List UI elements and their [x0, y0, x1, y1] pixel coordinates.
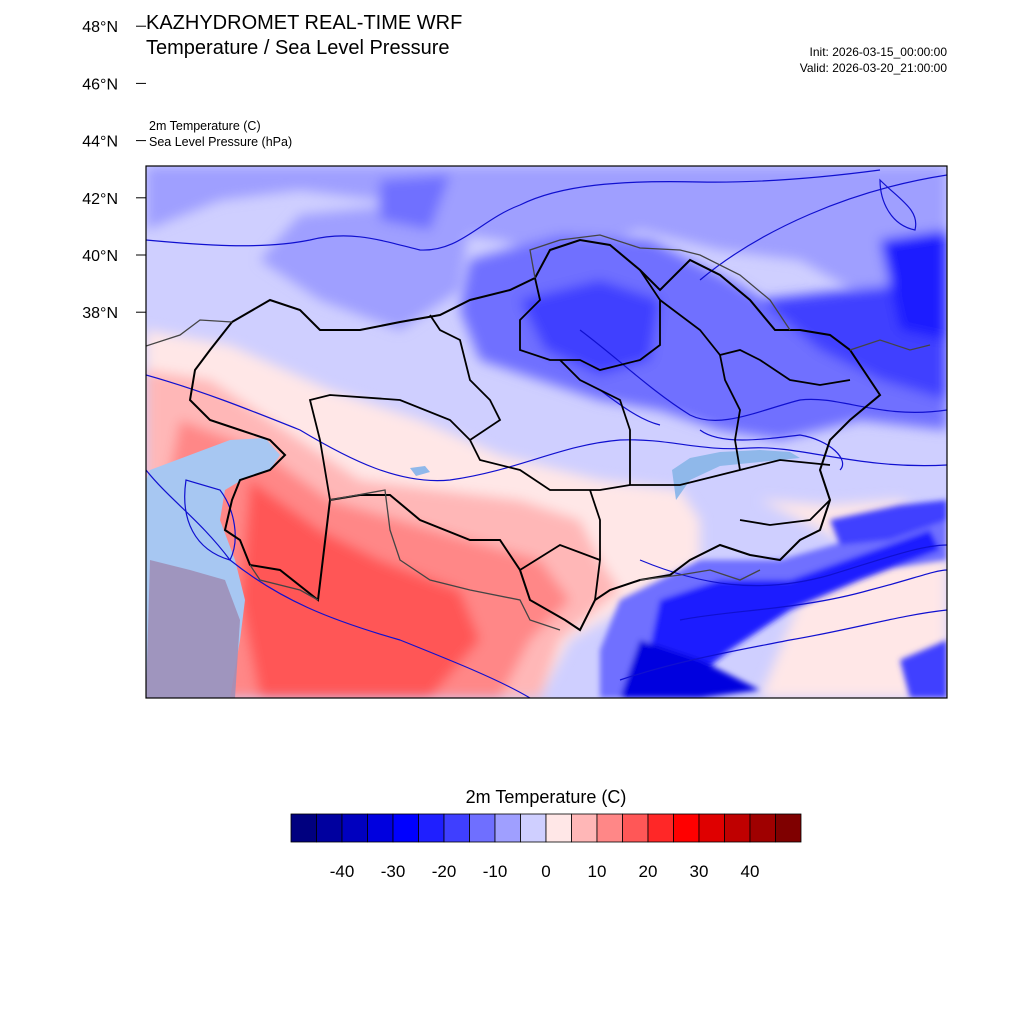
- colorbar-label: -30: [381, 862, 406, 881]
- latitude-axis: 54°N52°N50°N48°N46°N44°N42°N40°N38°N: [82, 19, 146, 322]
- map-frame: [145, 165, 948, 699]
- colorbar: -40 -30 -20 -10 0 10 20 30 40: [290, 813, 802, 881]
- field-label-pressure: Sea Level Pressure (hPa): [149, 135, 293, 149]
- isobar-lines: [146, 169, 947, 698]
- colorbar-swatch: [290, 813, 317, 843]
- colorbar-swatch: [749, 813, 776, 843]
- colorbar-swatch: [698, 813, 725, 843]
- colorbar-label: 0: [541, 862, 550, 881]
- colorbar-swatch: [647, 813, 674, 843]
- colorbar-label: 40: [741, 862, 760, 881]
- colorbar-label: 30: [690, 862, 709, 881]
- lat-tick-label: 38°N: [82, 305, 118, 322]
- colorbar-swatch: [469, 813, 496, 843]
- colorbar-label: -40: [330, 862, 355, 881]
- lat-tick-label: 42°N: [82, 191, 118, 208]
- lat-tick-label: 48°N: [82, 19, 118, 36]
- map-subtitle: Temperature / Sea Level Pressure: [146, 37, 450, 59]
- lat-tick-label: 40°N: [82, 248, 118, 265]
- colorbar-swatch: [341, 813, 368, 843]
- regional-borders: [146, 234, 931, 632]
- colorbar-swatch: [494, 813, 521, 843]
- colorbar-swatch: [596, 813, 623, 843]
- lat-tick-label: 46°N: [82, 76, 118, 93]
- colorbar-swatch: [775, 813, 802, 843]
- colorbar-label: -20: [432, 862, 457, 881]
- temperature-field: [146, 166, 947, 698]
- field-label-temperature: 2m Temperature (C): [149, 119, 261, 133]
- valid-time: Valid: 2026-03-20_21:00:00: [799, 61, 947, 75]
- colorbar-swatch: [545, 813, 572, 843]
- map-title: KAZHYDROMET REAL-TIME WRF: [146, 12, 463, 34]
- colorbar-swatch: [392, 813, 419, 843]
- colorbar-swatch: [673, 813, 700, 843]
- colorbar-swatch: [520, 813, 547, 843]
- colorbar-swatch: [367, 813, 394, 843]
- colorbar-label: 20: [639, 862, 658, 881]
- colorbar-swatch: [571, 813, 598, 843]
- lat-tick-label: 44°N: [82, 134, 118, 151]
- colorbar-swatch: [622, 813, 649, 843]
- colorbar-title: 2m Temperature (C): [465, 787, 627, 807]
- init-time: Init: 2026-03-15_00:00:00: [809, 45, 947, 59]
- colorbar-label: 10: [588, 862, 607, 881]
- colorbar-swatch: [418, 813, 445, 843]
- colorbar-swatch: [443, 813, 470, 843]
- colorbar-swatch: [316, 813, 343, 843]
- colorbar-label: -10: [483, 862, 508, 881]
- colorbar-swatch: [724, 813, 751, 843]
